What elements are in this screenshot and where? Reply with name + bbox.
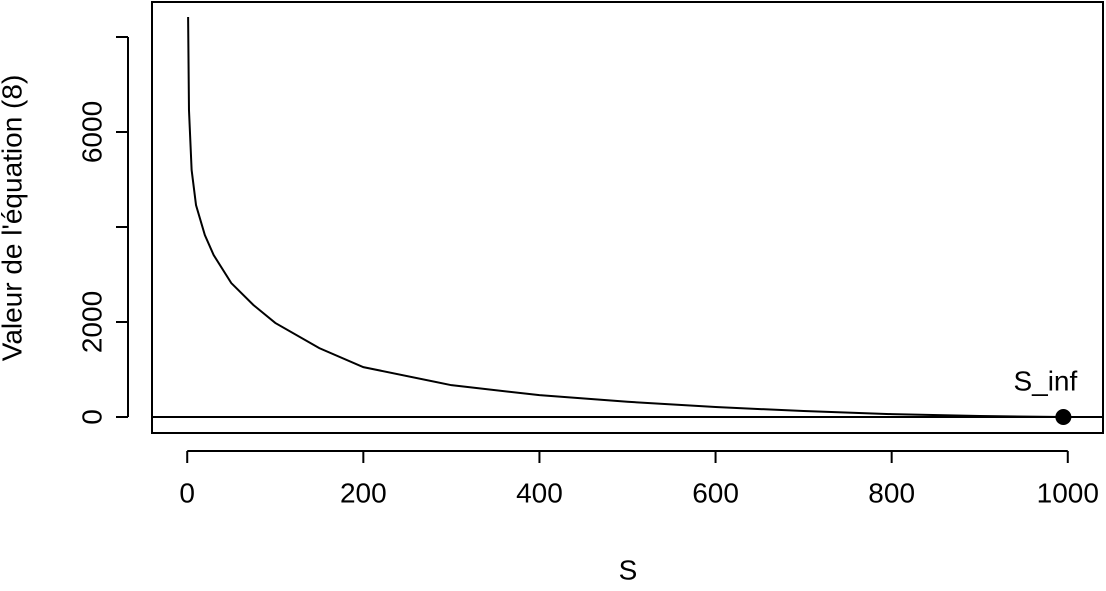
line-series [187, 17, 1064, 418]
x-tick-label: 200 [340, 477, 387, 508]
y-axis-label: Valeur de l'équation (8) [0, 75, 27, 362]
plot-frame [151, 1, 1104, 434]
x-tick-label: 0 [179, 477, 195, 508]
x-tick-label: 800 [868, 477, 915, 508]
x-axis-label: S [619, 554, 638, 585]
y-tick-label: 0 [76, 409, 107, 425]
x-tick-label: 600 [692, 477, 739, 508]
y-tick-label: 6000 [76, 101, 107, 163]
x-tick-label: 400 [516, 477, 563, 508]
point-label: S_inf [1013, 365, 1077, 396]
x-tick-label: 1000 [1037, 477, 1099, 508]
point-marker [1055, 408, 1072, 425]
y-tick-label: 2000 [76, 291, 107, 353]
